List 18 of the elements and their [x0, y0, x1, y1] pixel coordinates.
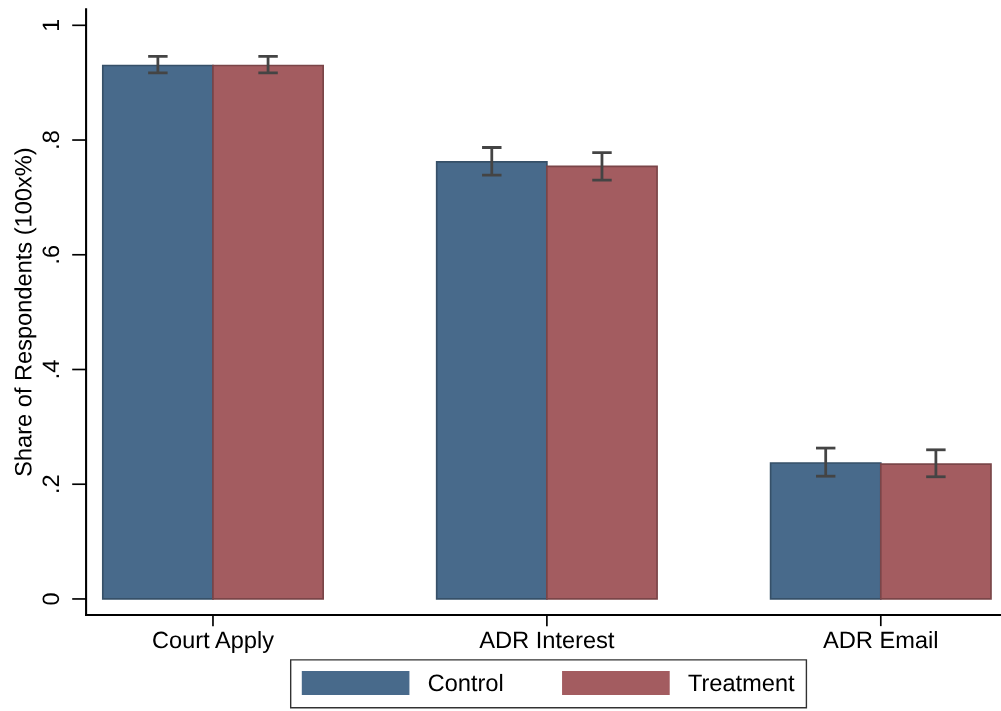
bar [435, 160, 548, 600]
y-tick-label: .6 [42, 245, 60, 263]
bar [546, 165, 658, 600]
y-tick-label: .4 [42, 360, 59, 378]
y-tick-label: 1 [42, 19, 59, 31]
bar [101, 64, 214, 600]
y-tick-label: .2 [42, 475, 59, 492]
y-tick-label: .8 [42, 131, 60, 148]
y-axis-title: Share of Respondents (100x%) [14, 148, 37, 476]
bar [769, 462, 882, 600]
x-tick-label: ADR Interest [479, 631, 615, 649]
x-tick-label: Court Apply [153, 630, 274, 653]
y-tick-label: 0 [42, 593, 60, 605]
legend-label: Treatment [688, 674, 795, 692]
bar [879, 463, 992, 600]
x-tick-label: ADR Email [823, 630, 937, 649]
legend-label: Control [428, 673, 503, 692]
bar [212, 64, 324, 600]
